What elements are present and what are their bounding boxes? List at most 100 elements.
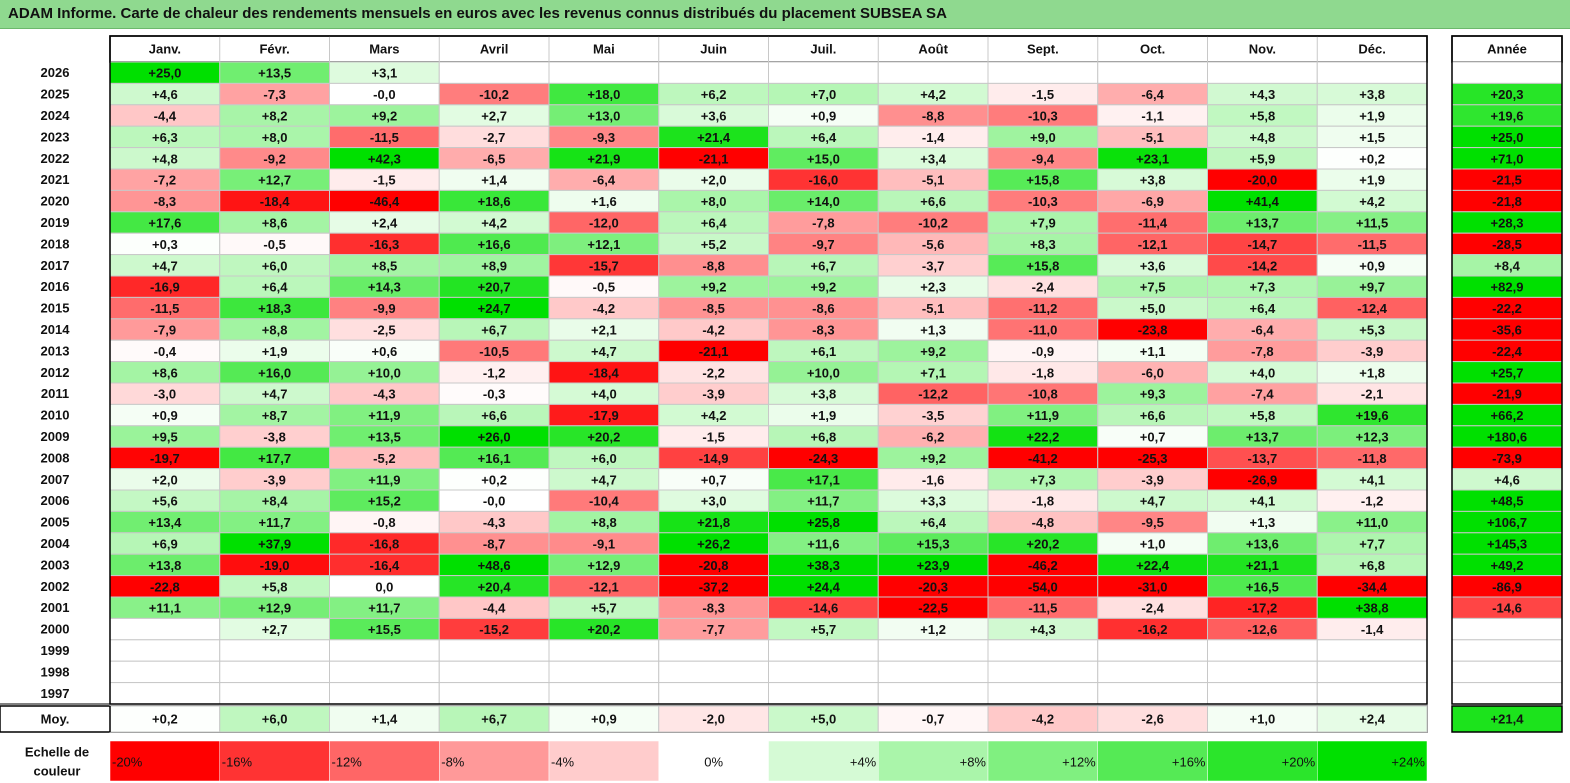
cell-value: -0,9 [1032, 344, 1054, 359]
cell-value: -9,5 [1141, 515, 1163, 530]
year-label: 2026 [41, 65, 70, 80]
cell-value: -18,4 [589, 365, 619, 380]
average-cell [1316, 705, 1428, 733]
cell-value: +16,5 [1246, 579, 1279, 594]
cell-value: -8,8 [922, 109, 944, 124]
cell-value: +6,6 [481, 408, 507, 423]
cell-value: +4,7 [262, 387, 288, 402]
cell-value: +5,7 [811, 622, 837, 637]
cell-value: +23,1 [1136, 151, 1169, 166]
annual-value: -35,6 [1492, 323, 1522, 338]
cell-value: +20,2 [1026, 537, 1059, 552]
cell-value: +4,3 [1030, 622, 1056, 637]
annual-value: +4,6 [1494, 472, 1520, 487]
heatmap-cell [1207, 682, 1318, 705]
cell-value: +25,8 [807, 515, 840, 530]
cell-value: +1,1 [1140, 344, 1166, 359]
cell-value: -1,5 [373, 173, 395, 188]
cell-value: +1,9 [262, 344, 288, 359]
cell-value: +7,9 [1030, 216, 1056, 231]
cell-value: +1,8 [1359, 365, 1385, 380]
cell-value: +8,3 [1030, 237, 1056, 252]
scale-swatch [1207, 740, 1318, 782]
cell-value: +2,4 [372, 216, 398, 231]
cell-value: +12,9 [587, 558, 620, 573]
cell-value: +11,7 [368, 601, 400, 616]
annual-cell [1451, 660, 1563, 684]
cell-value: -4,4 [154, 109, 177, 124]
cell-value: -10,3 [1028, 194, 1058, 209]
cell-value: +17,7 [258, 451, 291, 466]
average-value: +0,2 [152, 712, 178, 727]
cell-value: -12,2 [918, 387, 948, 402]
cell-value: -22,8 [150, 579, 180, 594]
column-header: Oct. [1140, 42, 1165, 57]
annual-cell [1451, 617, 1563, 641]
cell-value: +2,7 [262, 622, 288, 637]
year-label: 2023 [41, 129, 70, 144]
cell-value: +3,4 [920, 151, 946, 166]
cell-value: +7,5 [1140, 280, 1166, 295]
cell-value: +8,0 [701, 194, 727, 209]
cell-value: +3,0 [701, 494, 727, 509]
year-label: 2010 [41, 408, 70, 423]
cell-value: +8,9 [481, 258, 507, 273]
cell-value: -4,4 [483, 601, 506, 616]
column-header: Août [918, 42, 948, 57]
cell-value: +6,4 [1250, 301, 1276, 316]
year-label: 1997 [41, 686, 70, 701]
column-header: Mars [369, 42, 399, 57]
cell-value: -14,6 [809, 601, 839, 616]
cell-value: +14,3 [368, 280, 401, 295]
cell-value: +8,4 [262, 494, 288, 509]
heatmap-cell [658, 639, 769, 662]
cell-value: +11,6 [807, 537, 839, 552]
grid-frame [109, 35, 1428, 705]
average-cell [219, 705, 330, 733]
heatmap-cell [768, 682, 879, 705]
cell-value: -11,2 [1028, 301, 1057, 316]
cell-value: -5,1 [922, 173, 944, 188]
cell-value: +4,7 [591, 472, 617, 487]
cell-value: +15,0 [807, 151, 840, 166]
heatmap-cell [987, 61, 1099, 84]
cell-value: -16,4 [370, 558, 400, 573]
cell-value: +8,6 [262, 216, 288, 231]
heatmap-cell [1097, 61, 1208, 84]
cell-value: -16,0 [809, 173, 839, 188]
cell-value: +15,8 [1026, 173, 1059, 188]
cell-value: +20,2 [587, 622, 620, 637]
cell-value: -4,2 [593, 301, 615, 316]
cell-value: -4,3 [483, 515, 505, 530]
cell-value: +11,5 [1356, 216, 1388, 231]
cell-value: +48,6 [478, 558, 511, 573]
cell-value: +4,7 [591, 344, 617, 359]
cell-value: -6,4 [1251, 323, 1274, 338]
cell-value: -8,3 [154, 194, 176, 209]
cell-value: +11,0 [1356, 515, 1388, 530]
cell-value: -13,7 [1248, 451, 1278, 466]
year-label: 2006 [41, 493, 70, 508]
cell-value: -46,4 [370, 194, 400, 209]
cell-value: -4,8 [1032, 515, 1054, 530]
heatmap-cell [548, 682, 660, 705]
cell-value: -2,7 [483, 130, 505, 145]
cell-value: +11,1 [149, 601, 181, 616]
annual-value: +106,7 [1487, 515, 1527, 530]
column-header: Sept. [1027, 42, 1059, 57]
scale-label: -20% [112, 755, 143, 770]
heatmap-cell [1316, 61, 1428, 84]
heatmap-cell [329, 660, 440, 684]
cell-value: +12,1 [587, 237, 620, 252]
cell-value: -9,4 [1032, 151, 1055, 166]
scale-label-line2: couleur [34, 764, 81, 779]
cell-value: -3,5 [922, 408, 944, 423]
cell-value: -0,0 [373, 87, 395, 102]
cell-value: +1,9 [1359, 173, 1385, 188]
column-header: Janv. [149, 42, 181, 57]
heatmap-cell [109, 682, 221, 705]
heatmap-cell [1097, 682, 1208, 705]
cell-value: -20,8 [699, 558, 729, 573]
scale-label: 0% [704, 755, 723, 770]
